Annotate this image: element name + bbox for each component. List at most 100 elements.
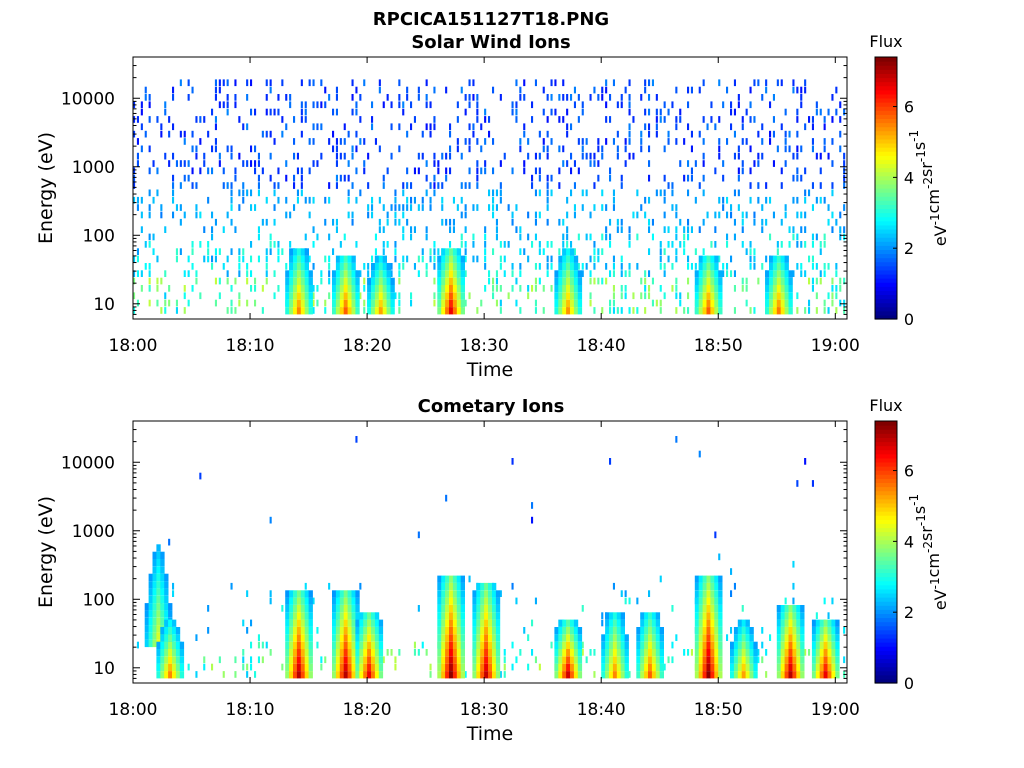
flux-cell xyxy=(355,656,360,664)
flux-cell xyxy=(811,123,814,131)
flux-cell xyxy=(472,641,477,649)
flux-cell xyxy=(456,277,462,285)
flux-cell xyxy=(589,233,592,241)
flux-cell xyxy=(351,671,356,679)
flux-cell xyxy=(538,663,541,671)
flux-cell xyxy=(449,656,454,664)
flux-cell xyxy=(640,671,645,679)
flux-cell xyxy=(488,634,493,642)
flux-cell xyxy=(718,138,721,145)
flux-cell xyxy=(815,612,818,619)
flux-cell xyxy=(257,233,260,241)
flux-cell xyxy=(632,307,635,314)
flux-cell xyxy=(730,649,735,657)
flux-cell xyxy=(242,160,245,167)
flux-cell xyxy=(293,263,298,271)
flux-cell xyxy=(164,270,167,277)
flux-cell xyxy=(527,233,530,241)
flux-cell xyxy=(378,307,384,315)
flux-cell xyxy=(359,582,362,590)
flux-cell xyxy=(304,605,309,613)
flux-cell xyxy=(339,174,342,182)
flux-cell xyxy=(566,663,571,671)
flux-cell xyxy=(694,671,700,679)
flux-cell xyxy=(179,204,182,211)
flux-cell xyxy=(175,248,178,255)
flux-cell xyxy=(460,590,465,598)
flux-cell xyxy=(538,277,541,285)
flux-cell xyxy=(445,307,450,315)
flux-cell xyxy=(355,101,358,109)
flux-cell xyxy=(136,270,139,277)
flux-cell xyxy=(815,101,818,109)
flux-cell xyxy=(254,108,257,116)
flux-cell xyxy=(339,255,345,263)
flux-cell xyxy=(355,270,360,278)
flux-cell xyxy=(741,226,744,233)
flux-cell xyxy=(577,641,583,649)
flux-cell xyxy=(164,307,167,314)
flux-cell xyxy=(811,233,814,241)
flux-cell xyxy=(741,218,744,226)
flux-cell xyxy=(328,233,331,241)
flux-cell xyxy=(761,627,764,634)
flux-cell xyxy=(214,248,217,255)
flux-cell xyxy=(495,226,498,233)
flux-cell xyxy=(765,86,768,94)
flux-cell xyxy=(612,263,615,270)
flux-cell xyxy=(609,656,614,664)
flux-cell xyxy=(659,575,662,583)
colorbar-segment xyxy=(875,441,897,447)
flux-cell xyxy=(542,108,545,116)
flux-cell xyxy=(296,189,299,197)
flux-cell xyxy=(644,634,649,642)
flux-cell xyxy=(359,292,362,300)
flux-cell xyxy=(843,204,846,211)
flux-cell xyxy=(492,627,497,635)
flux-cell xyxy=(480,612,485,620)
colorbar-segment xyxy=(875,269,897,275)
flux-cell xyxy=(624,145,627,153)
flux-cell xyxy=(566,627,571,635)
flux-cell xyxy=(343,663,348,671)
flux-cell xyxy=(835,108,838,116)
flux-cell xyxy=(164,299,167,307)
flux-cell xyxy=(827,307,830,314)
flux-cell xyxy=(187,255,190,263)
flux-cell xyxy=(367,292,372,300)
flux-cell xyxy=(484,233,487,241)
flux-cell xyxy=(831,619,836,627)
flux-cell xyxy=(710,255,715,263)
flux-cell xyxy=(480,619,485,627)
flux-cell xyxy=(601,656,606,664)
flux-cell xyxy=(367,277,372,285)
flux-cell xyxy=(624,285,627,292)
flux-cell xyxy=(573,204,576,211)
flux-cell xyxy=(495,270,498,277)
flux-cell xyxy=(706,270,711,278)
flux-cell xyxy=(343,292,348,300)
flux-cell xyxy=(398,94,401,101)
flux-cell xyxy=(835,634,840,642)
colorbar-segment xyxy=(875,114,897,119)
flux-cell xyxy=(203,160,206,167)
colorbar-segment xyxy=(875,69,897,74)
flux-cell xyxy=(343,174,346,182)
flux-cell xyxy=(663,189,666,197)
flux-cell xyxy=(702,590,707,598)
flux-cell xyxy=(698,182,701,189)
flux-cell xyxy=(788,285,793,293)
flux-cell xyxy=(741,619,746,627)
flux-cell xyxy=(445,641,450,649)
flux-cell xyxy=(788,649,793,657)
flux-cell xyxy=(628,123,631,131)
flux-cell xyxy=(464,241,467,248)
flux-cell xyxy=(316,627,319,634)
flux-cell xyxy=(593,86,596,94)
flux-cell xyxy=(609,307,612,314)
flux-cell xyxy=(679,241,682,248)
flux-cell xyxy=(784,145,787,153)
flux-cell xyxy=(398,204,401,211)
flux-cell xyxy=(195,671,198,678)
flux-cell xyxy=(445,619,450,627)
